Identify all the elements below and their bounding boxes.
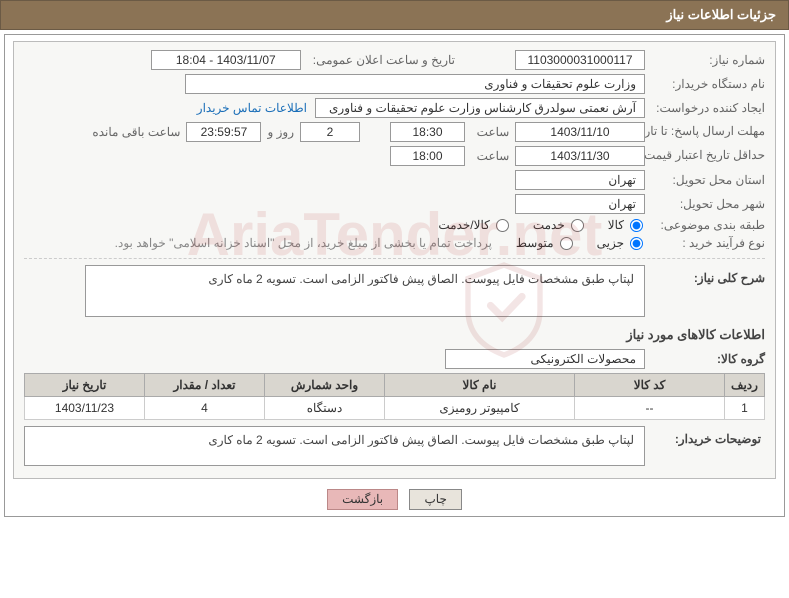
- th-name: نام کالا: [385, 374, 575, 397]
- contact-link[interactable]: اطلاعات تماس خریدار: [197, 101, 315, 115]
- cell-date: 1403/11/23: [25, 397, 145, 420]
- cell-row: 1: [725, 397, 765, 420]
- th-unit: واحد شمارش: [265, 374, 385, 397]
- category-radios: کالا خدمت کالا/خدمت: [420, 218, 645, 232]
- cell-unit: دستگاه: [265, 397, 385, 420]
- radio-goods-input[interactable]: [630, 219, 643, 232]
- radio-medium-label: متوسط: [516, 236, 554, 250]
- table-row: 1 -- کامپیوتر رومیزی دستگاه 4 1403/11/23: [25, 397, 765, 420]
- table-header-row: ردیف کد کالا نام کالا واحد شمارش تعداد /…: [25, 374, 765, 397]
- buyer-org-label: نام دستگاه خریدار:: [645, 77, 765, 91]
- announce-label: تاریخ و ساعت اعلان عمومی:: [307, 53, 455, 67]
- validity-date: 1403/11/30: [515, 146, 645, 166]
- buyer-org-value: وزارت علوم تحقیقات و فناوری: [185, 74, 645, 94]
- time-label-1: ساعت: [465, 125, 515, 139]
- radio-both-label: کالا/خدمت: [438, 218, 489, 232]
- radio-goods-label: کالا: [608, 218, 624, 232]
- validity-time: 18:00: [390, 146, 465, 166]
- buyer-notes-label: توضیحات خریدار:: [645, 426, 765, 466]
- deadline-time: 18:30: [390, 122, 465, 142]
- announce-value: 1403/11/07 - 18:04: [151, 50, 301, 70]
- time-remaining: 23:59:57: [186, 122, 261, 142]
- radio-service-label: خدمت: [533, 218, 565, 232]
- province-value: تهران: [515, 170, 645, 190]
- panel-header: جزئیات اطلاعات نیاز: [0, 0, 789, 30]
- cell-code: --: [575, 397, 725, 420]
- th-row: ردیف: [725, 374, 765, 397]
- process-label: نوع فرآیند خرید :: [645, 236, 765, 250]
- province-label: استان محل تحویل:: [645, 173, 765, 187]
- city-label: شهر محل تحویل:: [645, 197, 765, 211]
- remain-label: ساعت باقی مانده: [86, 125, 186, 139]
- category-label: طبقه بندی موضوعی:: [645, 218, 765, 232]
- need-no-label: شماره نیاز:: [645, 53, 765, 67]
- print-button[interactable]: چاپ: [409, 489, 461, 510]
- deadline-label: مهلت ارسال پاسخ: تا تاریخ:: [645, 124, 765, 140]
- days-remaining: 2: [300, 122, 360, 142]
- process-radios: جزیی متوسط: [498, 236, 645, 250]
- radio-goods[interactable]: کالا: [608, 218, 645, 232]
- requester-label: ایجاد کننده درخواست:: [645, 101, 765, 115]
- radio-both[interactable]: کالا/خدمت: [438, 218, 510, 232]
- radio-partial-input[interactable]: [630, 237, 643, 250]
- time-label-2: ساعت: [465, 149, 515, 163]
- main-panel: شماره نیاز: 1103000031000117 تاریخ و ساع…: [4, 34, 785, 517]
- radio-service-input[interactable]: [571, 219, 584, 232]
- form-panel: شماره نیاز: 1103000031000117 تاریخ و ساع…: [13, 41, 776, 479]
- overall-desc-label: شرح کلی نیاز:: [645, 265, 765, 285]
- radio-partial-label: جزیی: [597, 236, 624, 250]
- need-no-value: 1103000031000117: [515, 50, 645, 70]
- th-qty: تعداد / مقدار: [145, 374, 265, 397]
- radio-service[interactable]: خدمت: [533, 218, 586, 232]
- th-date: تاریخ نیاز: [25, 374, 145, 397]
- goods-table: ردیف کد کالا نام کالا واحد شمارش تعداد /…: [24, 373, 765, 420]
- cell-name: کامپیوتر رومیزی: [385, 397, 575, 420]
- buyer-notes-box: لپتاپ طبق مشخصات فایل پیوست. الصاق پیش ف…: [24, 426, 645, 466]
- goods-section-title: اطلاعات کالاهای مورد نیاز: [24, 327, 765, 343]
- requester-value: آرش نعمتی سولدرق کارشناس وزارت علوم تحقی…: [315, 98, 645, 118]
- buyer-notes-row: توضیحات خریدار: لپتاپ طبق مشخصات فایل پی…: [24, 426, 765, 466]
- footer-buttons: چاپ بازگشت: [13, 489, 776, 510]
- radio-both-input[interactable]: [496, 219, 509, 232]
- radio-medium[interactable]: متوسط: [516, 236, 575, 250]
- deadline-date: 1403/11/10: [515, 122, 645, 142]
- group-label: گروه کالا:: [645, 352, 765, 366]
- back-button[interactable]: بازگشت: [327, 489, 398, 510]
- payment-note: پرداخت تمام یا بخشی از مبلغ خرید، از محل…: [115, 236, 498, 250]
- validity-label: حداقل تاریخ اعتبار قیمت: تا تاریخ:: [645, 148, 765, 164]
- days-and-label: روز و: [261, 125, 300, 139]
- overall-desc-box: لپتاپ طبق مشخصات فایل پیوست. الصاق پیش ف…: [85, 265, 645, 317]
- radio-medium-input[interactable]: [560, 237, 573, 250]
- radio-partial[interactable]: جزیی: [597, 236, 645, 250]
- th-code: کد کالا: [575, 374, 725, 397]
- cell-qty: 4: [145, 397, 265, 420]
- group-value: محصولات الکترونیکی: [445, 349, 645, 369]
- city-value: تهران: [515, 194, 645, 214]
